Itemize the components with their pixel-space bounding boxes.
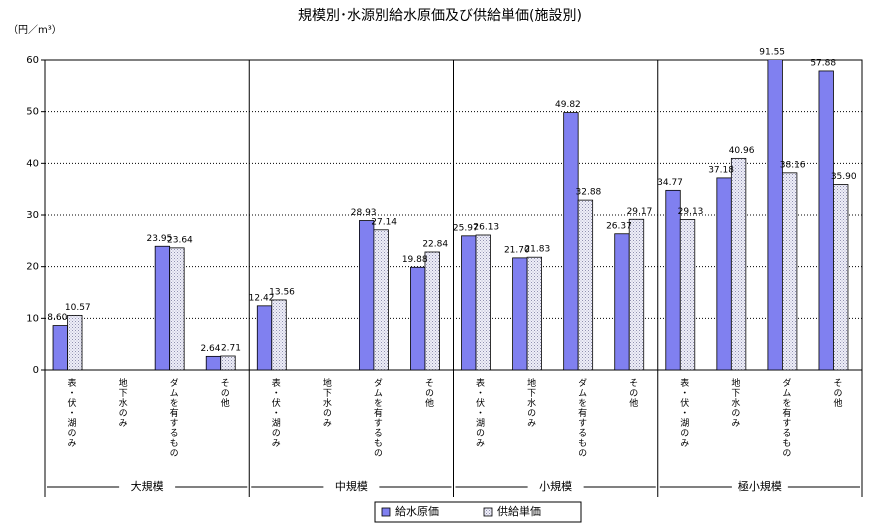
data-label: 34.77 bbox=[657, 178, 683, 188]
chart-title: 規模別･水源別給水原価及び供給単価(施設別) bbox=[298, 8, 582, 24]
bar bbox=[256, 305, 273, 371]
x-tick-label: その他 bbox=[219, 378, 230, 408]
bar bbox=[359, 220, 375, 371]
bar bbox=[373, 229, 389, 371]
y-tick-label: 40 bbox=[26, 158, 39, 169]
x-tick-label: その他 bbox=[423, 378, 434, 408]
bar bbox=[271, 299, 287, 371]
x-tick-label: 表・伏・湖のみ bbox=[270, 377, 281, 448]
x-tick-label: その他 bbox=[831, 378, 842, 408]
data-label: 12.42 bbox=[249, 293, 275, 303]
data-label: 49.82 bbox=[555, 100, 581, 110]
data-label: 28.93 bbox=[351, 208, 377, 218]
data-label: 32.88 bbox=[576, 188, 602, 198]
data-label: 2.71 bbox=[221, 343, 241, 353]
x-tick-label: その他 bbox=[627, 378, 638, 408]
bar bbox=[220, 355, 236, 371]
bar bbox=[169, 247, 185, 371]
data-label: 13.56 bbox=[269, 287, 295, 297]
bar bbox=[818, 70, 834, 371]
y-tick-label: 10 bbox=[26, 313, 39, 324]
bar bbox=[205, 355, 222, 371]
x-tick-label: ダムを有するもの bbox=[372, 377, 383, 458]
data-label: 26.37 bbox=[606, 221, 632, 231]
bar bbox=[730, 157, 747, 371]
x-tick-label: ダムを有するもの bbox=[168, 377, 179, 458]
data-label: 57.88 bbox=[810, 58, 836, 68]
bar bbox=[782, 172, 798, 371]
x-tick-label: ダムを有するもの bbox=[576, 377, 587, 458]
legend: 給水原価 供給単価 bbox=[374, 501, 582, 523]
bar bbox=[716, 177, 732, 371]
bar bbox=[628, 218, 645, 371]
bar bbox=[577, 199, 594, 371]
bar bbox=[833, 184, 849, 371]
x-tick-label: 表・伏・湖のみ bbox=[66, 377, 77, 448]
legend-label: 供給単価 bbox=[497, 504, 541, 518]
data-label: 19.88 bbox=[402, 255, 428, 265]
data-label: 23.64 bbox=[167, 235, 193, 245]
bar bbox=[475, 234, 491, 371]
group-label: 中規模 bbox=[335, 479, 368, 493]
bar bbox=[526, 256, 542, 371]
bar bbox=[67, 314, 83, 371]
data-label: 38.16 bbox=[780, 160, 806, 170]
bar bbox=[154, 245, 171, 371]
data-label: 29.13 bbox=[678, 207, 704, 217]
bar bbox=[52, 325, 68, 371]
data-label: 21.70 bbox=[504, 245, 530, 255]
plot-area bbox=[52, 60, 849, 371]
bar bbox=[767, 60, 783, 371]
group-label: 極小規模 bbox=[738, 479, 782, 493]
x-tick-label: 地下水のみ bbox=[525, 377, 536, 428]
data-label: 23.95 bbox=[147, 234, 173, 244]
y-tick-label: 20 bbox=[26, 262, 39, 273]
x-tick-label: 地下水のみ bbox=[321, 377, 332, 428]
y-tick-label: 0 bbox=[33, 365, 39, 376]
y-axis-label: （円／m³） bbox=[8, 24, 62, 36]
data-label: 21.83 bbox=[524, 245, 550, 255]
x-tick-label: 地下水のみ bbox=[729, 377, 740, 428]
bar bbox=[665, 189, 681, 371]
group-label: 小規模 bbox=[539, 479, 572, 493]
bar bbox=[424, 251, 440, 371]
bar bbox=[679, 219, 696, 371]
legend-swatch bbox=[381, 507, 391, 517]
legend-swatch bbox=[483, 507, 493, 517]
data-label: 25.97 bbox=[453, 223, 479, 233]
data-label: 26.13 bbox=[473, 222, 499, 232]
data-label: 29.17 bbox=[627, 207, 653, 217]
bar bbox=[410, 266, 426, 371]
data-label: 10.57 bbox=[65, 303, 91, 313]
legend-label: 給水原価 bbox=[395, 504, 439, 518]
y-tick-label: 50 bbox=[26, 107, 39, 118]
bar bbox=[563, 112, 579, 371]
group-label: 大規模 bbox=[131, 479, 164, 493]
data-label: 22.84 bbox=[422, 239, 448, 249]
x-tick-label: 表・伏・湖のみ bbox=[678, 377, 689, 448]
x-tick-label: 表・伏・湖のみ bbox=[474, 377, 485, 448]
data-label: 27.14 bbox=[371, 217, 397, 227]
data-label: 40.96 bbox=[729, 146, 755, 156]
legend-box bbox=[374, 501, 582, 523]
bar bbox=[614, 233, 630, 371]
x-tick-label: 地下水のみ bbox=[117, 377, 128, 428]
data-label: 8.60 bbox=[47, 313, 67, 323]
data-label: 91.55 bbox=[759, 48, 785, 58]
x-tick-label: ダムを有するもの bbox=[780, 377, 791, 458]
y-tick-label: 60 bbox=[26, 55, 39, 66]
data-label: 35.90 bbox=[831, 172, 857, 182]
data-label: 37.18 bbox=[708, 165, 734, 175]
data-label: 2.64 bbox=[200, 344, 220, 354]
y-tick-label: 30 bbox=[26, 210, 39, 221]
bar bbox=[512, 257, 528, 371]
bar bbox=[461, 235, 477, 371]
